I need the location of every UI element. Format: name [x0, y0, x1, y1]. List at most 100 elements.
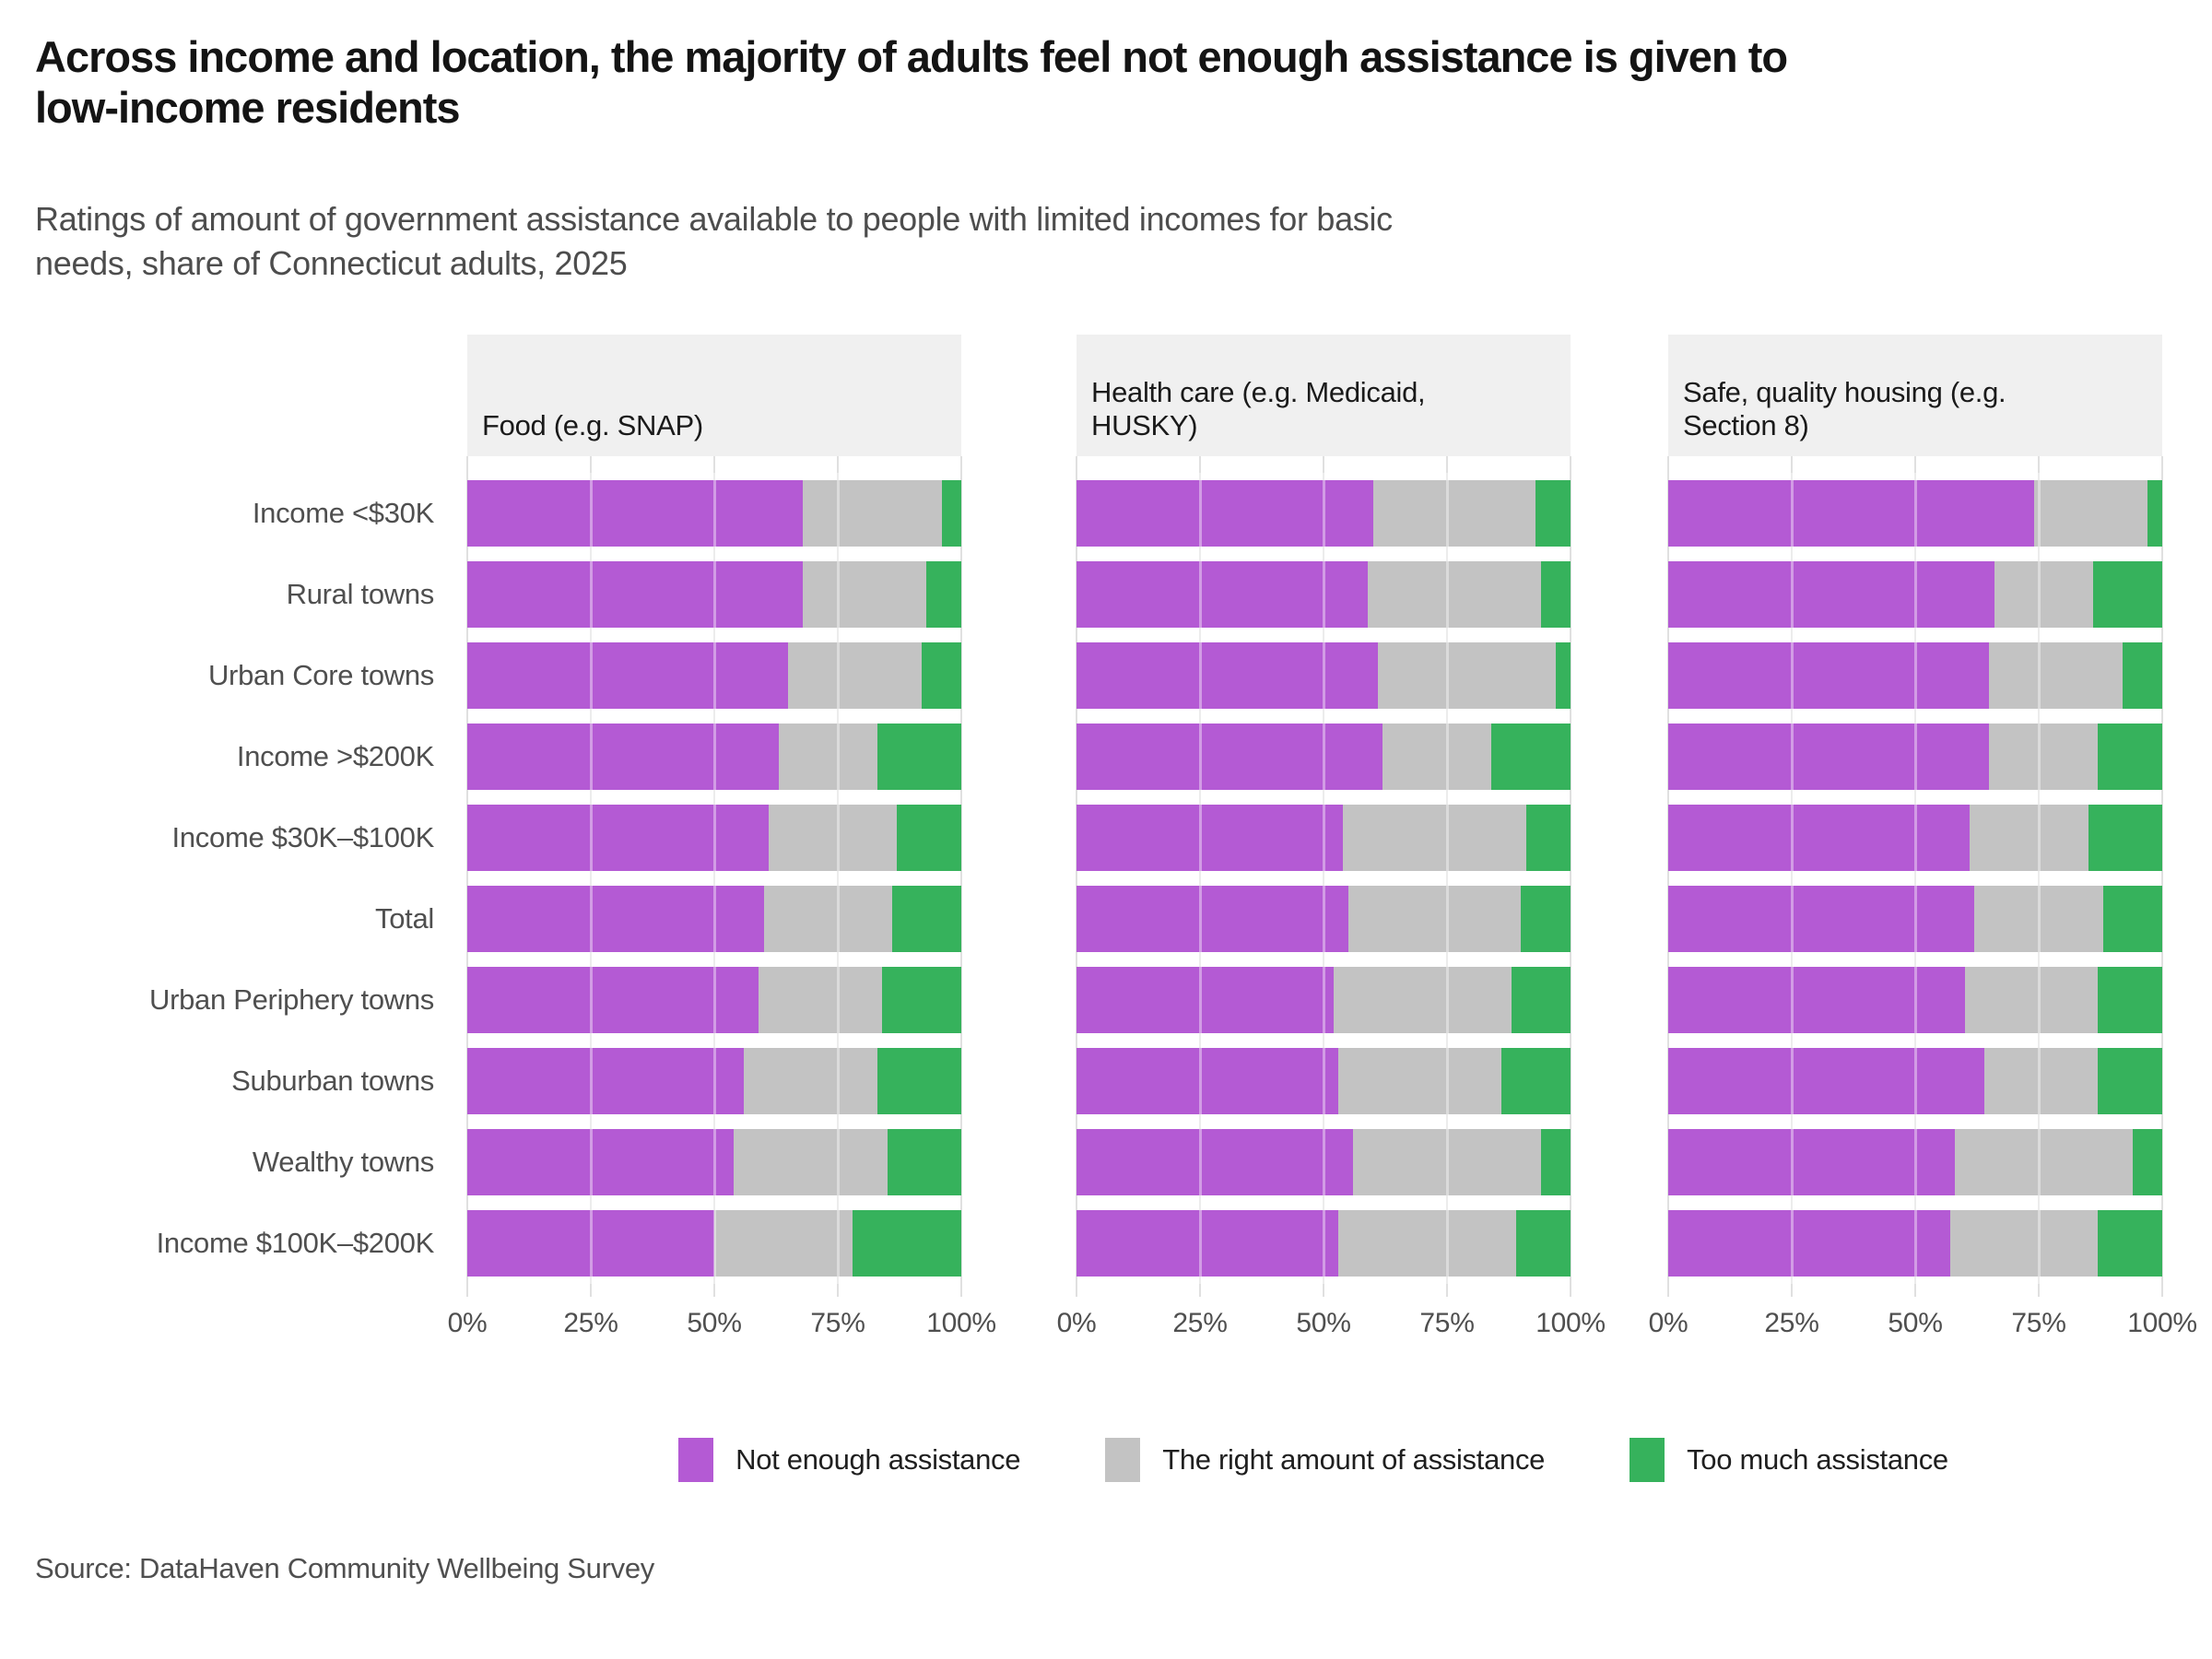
bar-segment-the-right-amount-of-assistance [1954, 1129, 2133, 1195]
bar-row-urban-core-towns [467, 635, 961, 716]
bar-segment-too-much-assistance [2098, 967, 2162, 1033]
bar-segment-too-much-assistance [1555, 642, 1571, 709]
bar-row-total [467, 878, 961, 959]
bar-segment-the-right-amount-of-assistance [778, 724, 877, 790]
legend: Not enough assistance The right amount of… [396, 1438, 2212, 1482]
gridline-100 [1570, 456, 1571, 1297]
bar-segment-not-enough-assistance [467, 805, 769, 871]
stacked-bar [1668, 561, 2162, 628]
gridline-75 [2038, 456, 2040, 1297]
bar-segment-too-much-assistance [891, 886, 961, 952]
x-axis-ticks: 0% 25% 50% 75% 100% [1057, 1308, 1606, 1350]
panel-health-care: Health care (e.g. Medicaid, HUSKY) 0% 25% 5… [1057, 335, 1606, 1338]
bar-row-income-100k-200k [1668, 1203, 2162, 1284]
bar-row-income-200k [1668, 716, 2162, 797]
bar-segment-not-enough-assistance [467, 1129, 735, 1195]
bar-segment-too-much-assistance [2098, 724, 2162, 790]
stacked-bar [467, 1048, 961, 1114]
gridline-50 [713, 456, 715, 1297]
bar-segment-the-right-amount-of-assistance [1994, 561, 2093, 628]
bar-row-income-30k [1668, 473, 2162, 554]
chart-title-line-2: low-income residents [35, 83, 461, 133]
x-axis-tick-0: 0% [1648, 1308, 1688, 1338]
x-axis-tick-50: 50% [1888, 1308, 1943, 1338]
bar-segment-too-much-assistance [1535, 480, 1571, 547]
y-axis-labels: Income <$30K Rural towns Urban Core towns I… [0, 335, 467, 1284]
bar-row-income-30k-100k [1668, 797, 2162, 878]
gridline-75 [837, 456, 839, 1297]
bar-row-wealthy-towns [1668, 1122, 2162, 1203]
stacked-bar [467, 805, 961, 871]
stacked-bar [1077, 967, 1571, 1033]
legend-item-the-right-amount-of-assistance: The right amount of assistance [1105, 1438, 1545, 1482]
y-axis-label-wealthy-towns: Wealthy towns [252, 1146, 434, 1178]
bar-segment-the-right-amount-of-assistance [1372, 480, 1536, 547]
bar-segment-the-right-amount-of-assistance [1377, 642, 1556, 709]
bar-segment-not-enough-assistance [1077, 805, 1344, 871]
x-axis-tick-100: 100% [926, 1308, 996, 1338]
bar-segment-too-much-assistance [2132, 1129, 2162, 1195]
y-axis-label-urban-periphery-towns: Urban Periphery towns [148, 983, 434, 1016]
bar-segment-not-enough-assistance [467, 642, 789, 709]
bar-segment-the-right-amount-of-assistance [1347, 886, 1522, 952]
y-axis-label-suburban-towns: Suburban towns [231, 1065, 434, 1097]
gridline-25 [590, 456, 592, 1297]
bar-segment-not-enough-assistance [1077, 1048, 1339, 1114]
bar-segment-too-much-assistance [2088, 805, 2162, 871]
bar-segment-the-right-amount-of-assistance [1343, 805, 1526, 871]
bar-segment-the-right-amount-of-assistance [803, 561, 927, 628]
panel-header-line: Health care (e.g. Medicaid, [1091, 375, 1426, 408]
bar-rows [467, 473, 961, 1284]
bar-row-total [1668, 878, 2162, 959]
bar-segment-too-much-assistance [1525, 805, 1571, 871]
bar-segment-the-right-amount-of-assistance [2033, 480, 2147, 547]
bar-row-suburban-towns [467, 1041, 961, 1122]
bar-segment-too-much-assistance [1500, 1048, 1571, 1114]
bar-row-wealthy-towns [1077, 1122, 1571, 1203]
panel-plot-food: 0% 25% 50% 75% 100% [448, 456, 996, 1338]
bar-segment-too-much-assistance [853, 1210, 961, 1277]
bar-segment-the-right-amount-of-assistance [744, 1048, 877, 1114]
gridline-25 [1199, 456, 1201, 1297]
gridlines [1076, 456, 1571, 1297]
bar-segment-not-enough-assistance [1077, 1210, 1339, 1277]
bar-segment-not-enough-assistance [467, 1210, 714, 1277]
bar-row-income-100k-200k [1077, 1203, 1571, 1284]
bar-segment-too-much-assistance [922, 642, 961, 709]
bar-segment-the-right-amount-of-assistance [763, 886, 892, 952]
bar-segment-too-much-assistance [877, 724, 961, 790]
stacked-bar [467, 642, 961, 709]
panel-header-line: Food (e.g. SNAP) [482, 409, 703, 442]
x-axis-tick-75: 75% [810, 1308, 865, 1338]
gridline-50 [1323, 456, 1324, 1297]
stacked-bar [467, 724, 961, 790]
bar-segment-too-much-assistance [2147, 480, 2162, 547]
bar-segment-too-much-assistance [2098, 1048, 2162, 1114]
bar-row-rural-towns [1077, 554, 1571, 635]
gridlines [466, 456, 962, 1297]
bar-segment-not-enough-assistance [1077, 967, 1334, 1033]
bar-segment-not-enough-assistance [1668, 561, 1994, 628]
chart-title: Across income and location, the majority… [35, 31, 2183, 134]
legend-item-not-enough-assistance: Not enough assistance [678, 1438, 1021, 1482]
bar-row-rural-towns [467, 554, 961, 635]
chart-title-line-1: Across income and location, the majority… [35, 32, 1788, 81]
x-axis-tick-50: 50% [687, 1308, 742, 1338]
bar-row-income-200k [1077, 716, 1571, 797]
gridline-75 [1446, 456, 1448, 1297]
bar-segment-not-enough-assistance [467, 967, 759, 1033]
bar-segment-not-enough-assistance [1077, 886, 1348, 952]
bar-segment-not-enough-assistance [1668, 886, 1975, 952]
bar-segment-the-right-amount-of-assistance [1382, 724, 1492, 790]
legend-item-too-much-assistance: Too much assistance [1630, 1438, 1948, 1482]
bar-segment-not-enough-assistance [1668, 1210, 1950, 1277]
bar-segment-too-much-assistance [887, 1129, 961, 1195]
bar-row-income-100k-200k [467, 1203, 961, 1284]
y-axis-label-total: Total [375, 902, 434, 935]
bar-segment-too-much-assistance [877, 1048, 961, 1114]
gridline-50 [1914, 456, 1916, 1297]
legend-swatch-the-right-amount-of-assistance [1105, 1438, 1141, 1482]
stacked-bar [1077, 886, 1571, 952]
bar-segment-the-right-amount-of-assistance [1989, 642, 2124, 709]
bar-segment-the-right-amount-of-assistance [1353, 1129, 1541, 1195]
